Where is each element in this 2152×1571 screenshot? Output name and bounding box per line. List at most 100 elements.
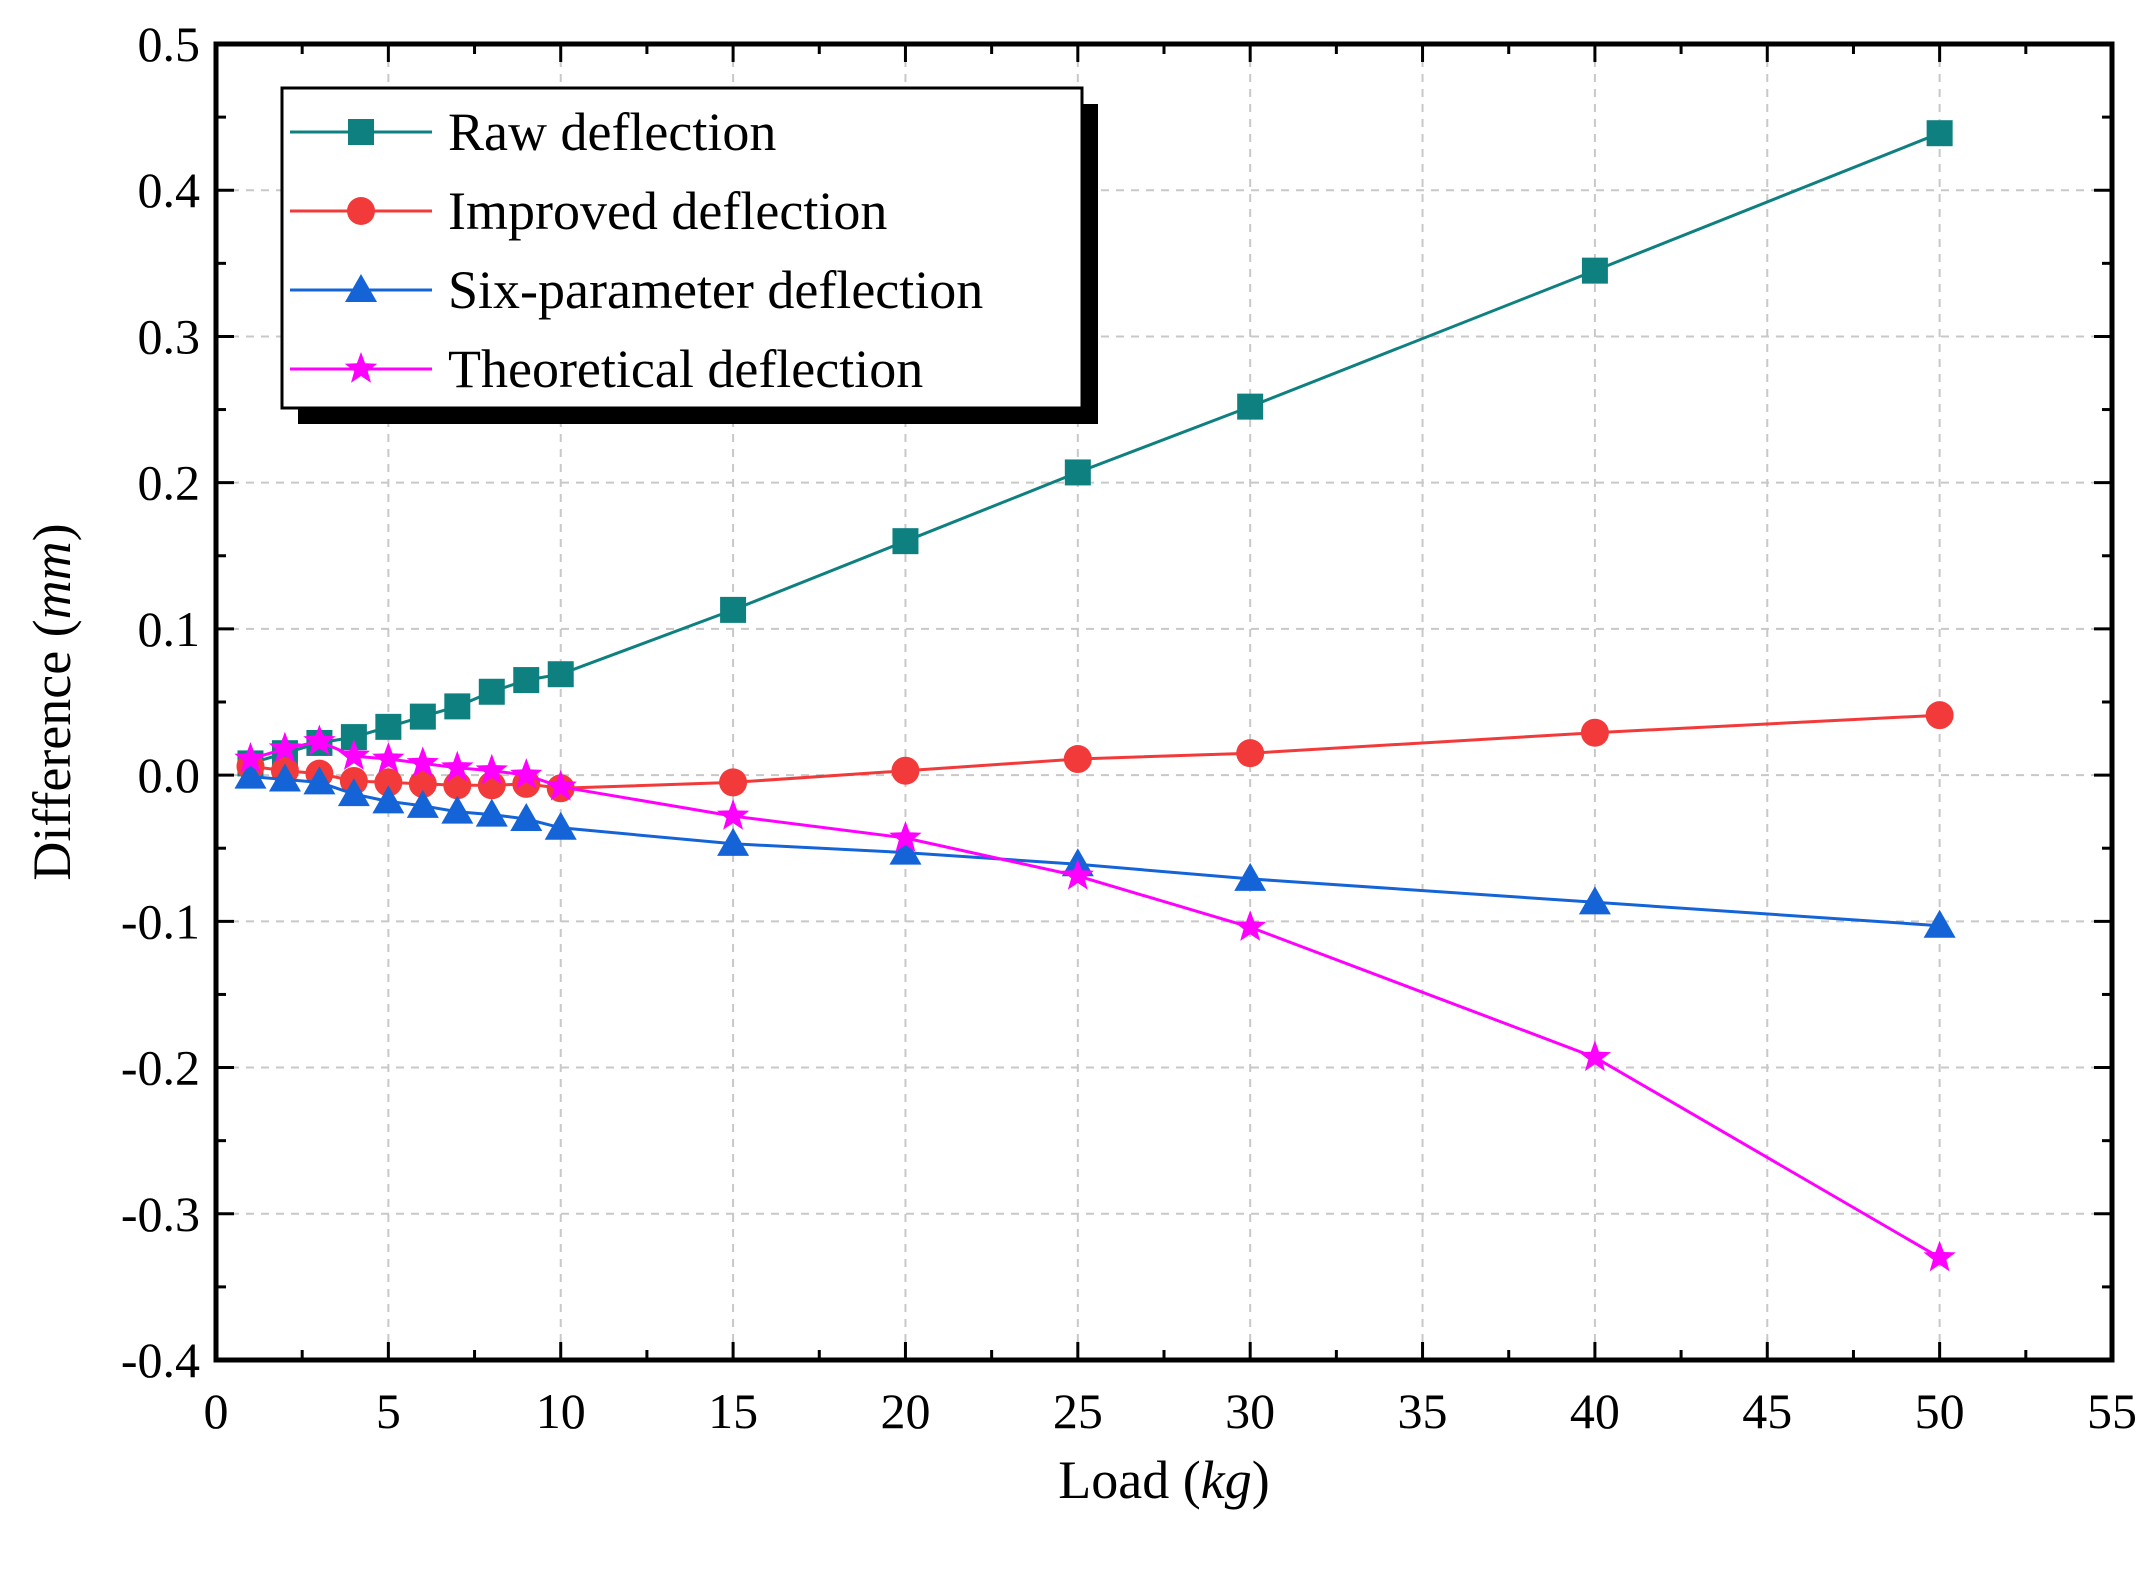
y-tick-label: 0.5 bbox=[138, 16, 201, 72]
data-point-raw-deflection bbox=[478, 678, 505, 705]
y-tick-label: -0.4 bbox=[121, 1332, 200, 1388]
data-point-six-parameter-deflection bbox=[337, 778, 370, 807]
data-point-six-parameter-deflection bbox=[406, 789, 439, 818]
data-point-raw-deflection bbox=[1064, 459, 1091, 486]
x-axis-label: Load bbox=[1058, 1450, 1169, 1510]
data-point-theoretical-deflection bbox=[1061, 859, 1094, 890]
data-point-theoretical-deflection bbox=[406, 746, 439, 778]
data-point-six-parameter-deflection bbox=[544, 811, 577, 840]
data-point-improved-deflection bbox=[408, 769, 437, 798]
data-point-theoretical-deflection bbox=[268, 731, 302, 763]
y-axis-unit-open: ( bbox=[22, 619, 82, 650]
data-point-improved-deflection bbox=[719, 768, 748, 797]
legend-marker-raw-deflection bbox=[348, 119, 374, 145]
series-improved-deflection bbox=[236, 701, 1954, 803]
series-six-parameter-deflection bbox=[234, 760, 1956, 938]
data-point-improved-deflection bbox=[443, 771, 472, 800]
data-point-six-parameter-deflection bbox=[234, 760, 267, 789]
data-point-six-parameter-deflection bbox=[1923, 909, 1956, 938]
legend-item-six-parameter-deflection: Six-parameter deflection bbox=[290, 260, 983, 320]
data-point-theoretical-deflection bbox=[716, 799, 750, 830]
data-point-six-parameter-deflection bbox=[889, 836, 922, 865]
data-point-theoretical-deflection bbox=[372, 742, 405, 773]
legend-box bbox=[280, 86, 1084, 410]
data-point-six-parameter-deflection bbox=[372, 785, 405, 814]
data-point-six-parameter-deflection bbox=[1578, 886, 1611, 915]
data-point-theoretical-deflection bbox=[1234, 910, 1267, 941]
legend-item-raw-deflection: Raw deflection bbox=[290, 102, 776, 162]
data-point-theoretical-deflection bbox=[234, 742, 267, 773]
data-point-theoretical-deflection bbox=[889, 821, 922, 852]
data-point-theoretical-deflection bbox=[337, 739, 371, 770]
x-tick-label: 5 bbox=[376, 1383, 401, 1439]
data-point-improved-deflection bbox=[1063, 745, 1092, 774]
data-point-theoretical-deflection bbox=[1923, 1240, 1956, 1272]
data-point-six-parameter-deflection bbox=[510, 802, 543, 831]
data-point-raw-deflection bbox=[892, 528, 919, 555]
x-tick-label: 35 bbox=[1398, 1383, 1448, 1439]
series-line-improved-deflection bbox=[250, 713, 1940, 790]
data-point-improved-deflection bbox=[374, 768, 403, 797]
y-tick-label: -0.1 bbox=[121, 893, 200, 949]
legend-item-theoretical-deflection: Theoretical deflection bbox=[290, 339, 923, 399]
legend-label-raw-deflection: Raw deflection bbox=[448, 102, 776, 162]
x-tick-label: 55 bbox=[2087, 1383, 2137, 1439]
x-axis-title: Load (kg) bbox=[1058, 1450, 1269, 1510]
x-tick-label: 15 bbox=[708, 1383, 758, 1439]
legend-marker-improved-deflection bbox=[347, 197, 375, 225]
y-tick-labels: -0.4 -0.3 -0.2 -0.1 0.0 0.1 0.2 0.3 0.4 0.5 bbox=[121, 16, 200, 1388]
y-axis-title: Difference (mm) bbox=[22, 523, 82, 880]
data-point-improved-deflection bbox=[891, 756, 920, 785]
data-point-raw-deflection bbox=[1926, 120, 1953, 147]
legend-label-six-parameter-deflection: Six-parameter deflection bbox=[448, 260, 983, 320]
legend: Raw deflection Improved deflection Six-par… bbox=[280, 86, 1098, 424]
y-tick-label: 0.2 bbox=[138, 455, 201, 511]
x-tick-label: 30 bbox=[1225, 1383, 1275, 1439]
legend-item-improved-deflection: Improved deflection bbox=[290, 181, 887, 241]
data-point-six-parameter-deflection bbox=[268, 763, 301, 792]
x-axis-unit-open: ( bbox=[1169, 1450, 1200, 1510]
data-point-theoretical-deflection bbox=[1578, 1040, 1612, 1072]
x-tick-label: 10 bbox=[536, 1383, 586, 1439]
legend-items: Raw deflection Improved deflection Six-par… bbox=[290, 102, 983, 399]
series-layer bbox=[234, 120, 1956, 1272]
data-point-six-parameter-deflection bbox=[1234, 862, 1267, 891]
y-tick-label: 0.1 bbox=[138, 601, 201, 657]
data-point-theoretical-deflection bbox=[441, 750, 474, 782]
x-tick-label: 25 bbox=[1053, 1383, 1103, 1439]
data-point-theoretical-deflection bbox=[475, 753, 508, 785]
x-axis-unit-close: ) bbox=[1252, 1450, 1270, 1510]
x-axis-unit: kg bbox=[1201, 1450, 1252, 1510]
legend-label-improved-deflection: Improved deflection bbox=[448, 181, 887, 241]
y-tick-label: -0.3 bbox=[121, 1186, 200, 1242]
series-line-six-parameter-deflection bbox=[250, 775, 1940, 928]
data-point-theoretical-deflection bbox=[510, 758, 543, 789]
x-tick-label: 45 bbox=[1742, 1383, 1792, 1439]
series-theoretical-deflection bbox=[234, 724, 1956, 1272]
y-tick-label: 0.0 bbox=[138, 747, 201, 803]
series-line-raw-deflection bbox=[250, 131, 1941, 765]
x-tick-label: 40 bbox=[1570, 1383, 1620, 1439]
x-tick-label: 0 bbox=[204, 1383, 229, 1439]
data-point-six-parameter-deflection bbox=[441, 795, 474, 824]
y-axis-unit: mm bbox=[22, 541, 82, 619]
legend-marker-theoretical-deflection bbox=[344, 352, 378, 383]
data-point-theoretical-deflection bbox=[544, 769, 577, 801]
data-point-raw-deflection bbox=[375, 713, 402, 740]
axis-ticks bbox=[214, 42, 2114, 1362]
y-tick-label: -0.2 bbox=[121, 1040, 200, 1096]
data-point-improved-deflection bbox=[1236, 739, 1265, 768]
data-point-raw-deflection bbox=[547, 661, 574, 688]
data-point-six-parameter-deflection bbox=[717, 827, 750, 856]
data-point-raw-deflection bbox=[720, 596, 747, 623]
y-tick-label: 0.3 bbox=[138, 308, 201, 364]
data-point-six-parameter-deflection bbox=[475, 798, 508, 827]
series-line-theoretical-deflection bbox=[250, 739, 1941, 1259]
data-point-raw-deflection bbox=[1237, 393, 1264, 420]
data-point-six-parameter-deflection bbox=[303, 766, 336, 795]
legend-marker-six-parameter-deflection bbox=[345, 274, 377, 302]
data-point-raw-deflection bbox=[409, 703, 436, 730]
data-point-theoretical-deflection bbox=[303, 724, 336, 756]
data-point-raw-deflection bbox=[1581, 257, 1608, 284]
